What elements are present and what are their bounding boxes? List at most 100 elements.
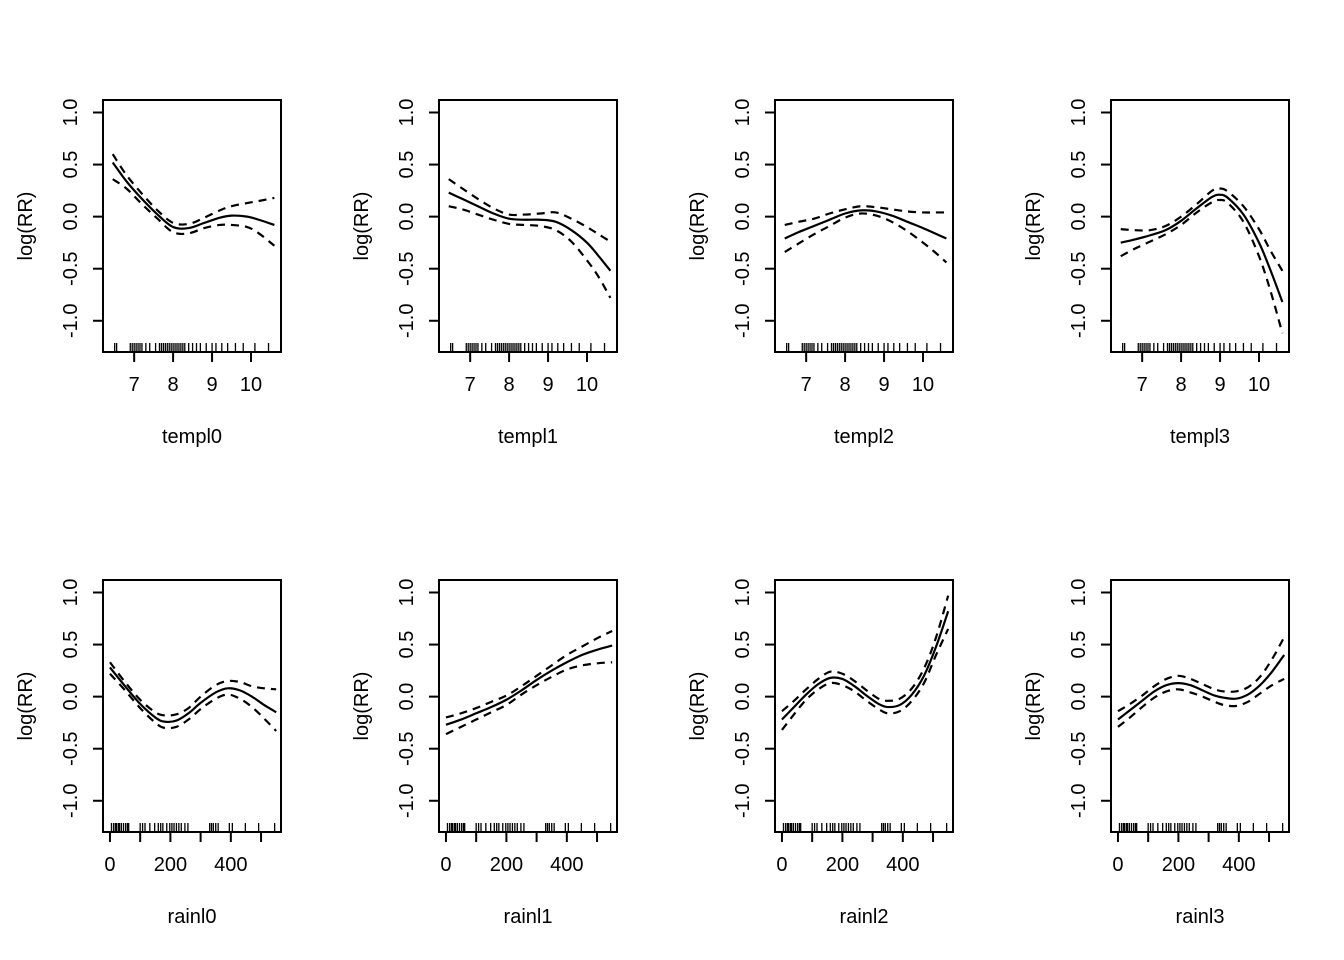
y-axis: -1.0 -0.5 0.0 0.5 1.0 [1068,579,1111,818]
x-tick-label: 7 [129,374,140,396]
y-axis: -1.0 -0.5 0.0 0.5 1.0 [396,579,439,818]
series-lower_ci-line [784,212,948,264]
x-tick-label: 400 [1222,854,1255,876]
y-axis: -1.0 -0.5 0.0 0.5 1.0 [1068,99,1111,338]
series-lower_ci-line [112,178,276,247]
y-tick-label: 0.0 [60,683,82,711]
y-tick-label: 1.0 [1068,99,1090,127]
series-upper_ci-line [448,178,611,243]
series-fit-line [109,666,277,723]
series-lower_ci-line [109,672,277,732]
x-axis: 0 200 400 [440,832,599,876]
y-axis: -1.0 -0.5 0.0 0.5 1.0 [732,99,775,338]
y-tick-label: 0.0 [1068,683,1090,711]
rug-ticks [450,343,606,351]
x-tick-label: 0 [104,854,115,876]
plot-box [438,579,618,833]
y-tick-label: -0.5 [396,251,418,285]
panel-rainl2: 0 200 400 -1.0 -0.5 0.0 0.5 1.0 rainl2 log(RR) [687,579,954,928]
y-tick-label: 1.0 [60,99,82,127]
y-axis-title: log(RR) [1023,672,1045,741]
panel-templ2: 7 8 9 10 -1.0 -0.5 0.0 0.5 1.0 templ2 log(RR) [687,99,954,448]
y-axis: -1.0 -0.5 0.0 0.5 1.0 [60,99,103,338]
x-axis: 0 200 400 [1112,832,1271,876]
y-axis-title: log(RR) [15,672,37,741]
series-lower_ci-line [448,205,612,299]
plot-box [1110,579,1290,833]
x-axis-title: rainl1 [504,906,553,928]
y-tick-label: 0.0 [396,203,418,231]
panel-rainl1: 0 200 400 -1.0 -0.5 0.0 0.5 1.0 rainl1 log(RR) [351,579,618,928]
y-tick-label: 0.5 [732,151,754,179]
y-tick-label: -0.5 [1068,251,1090,285]
series-fit-line [445,644,613,726]
plot-box [1110,99,1290,353]
plot-box [102,99,282,353]
x-tick-label: 0 [440,854,451,876]
series-fit-line [448,191,612,272]
plot-box [102,579,282,833]
x-axis-title: rainl0 [168,906,217,928]
rug-ticks [446,823,612,831]
x-tick-label: 7 [801,374,812,396]
x-axis-title: templ3 [1170,426,1230,448]
x-axis: 0 200 400 [776,832,935,876]
series-fit-line [1120,193,1284,303]
x-tick-label: 200 [154,854,187,876]
x-tick-label: 9 [878,374,889,396]
y-tick-label: -0.5 [732,731,754,765]
x-tick-label: 7 [1137,374,1148,396]
y-axis-title: log(RR) [687,672,709,741]
x-axis: 7 8 9 10 [1137,352,1270,396]
series-upper_ci-line [784,205,947,227]
series-lower_ci-line [1117,677,1285,728]
series-fit-line [1117,654,1286,721]
y-axis-title: log(RR) [351,672,373,741]
y-tick-label: 1.0 [396,579,418,607]
y-tick-label: 0.5 [396,631,418,659]
x-axis-title: templ2 [834,426,894,448]
panel-rainl3: 0 200 400 -1.0 -0.5 0.0 0.5 1.0 rainl3 log(RR) [1023,579,1290,928]
y-tick-label: -1.0 [396,784,418,818]
x-tick-label: 400 [886,854,919,876]
panel-rainl0: 0 200 400 -1.0 -0.5 0.0 0.5 1.0 rainl0 log(RR) [15,579,282,928]
x-axis: 7 8 9 10 [465,352,598,396]
x-tick-label: 400 [550,854,583,876]
x-axis-title: templ0 [162,426,222,448]
x-tick-label: 9 [206,374,217,396]
y-tick-label: 0.5 [60,631,82,659]
x-tick-label: 10 [912,374,934,396]
series-lower_ci-line [781,628,950,731]
rug-ticks [782,823,948,831]
series-fit-line [784,209,947,240]
series-upper_ci-line [781,595,950,713]
series-upper_ci-line [111,153,275,226]
y-tick-label: -1.0 [732,784,754,818]
series-lower_ci-line [1120,198,1284,334]
series-fit-line [111,161,275,230]
x-axis-title: rainl2 [840,906,889,928]
x-tick-label: 9 [1214,374,1225,396]
y-tick-label: 0.0 [396,683,418,711]
y-tick-label: 0.0 [732,203,754,231]
x-tick-label: 10 [240,374,262,396]
y-tick-label: -1.0 [1068,304,1090,338]
x-tick-label: 8 [504,374,515,396]
rug-ticks [110,823,276,831]
y-tick-label: -1.0 [732,304,754,338]
y-tick-label: -1.0 [396,304,418,338]
rug-ticks [786,343,942,351]
y-tick-label: 0.5 [732,631,754,659]
x-tick-label: 7 [465,374,476,396]
x-axis-title: rainl3 [1176,906,1225,928]
panel-templ0: 7 8 9 10 -1.0 -0.5 0.0 0.5 1.0 templ0 log(RR) [15,99,282,448]
x-tick-label: 10 [576,374,598,396]
y-tick-label: 0.5 [1068,151,1090,179]
y-tick-label: 0.0 [60,203,82,231]
y-tick-label: 0.0 [732,683,754,711]
y-tick-label: -0.5 [60,731,82,765]
y-tick-label: 1.0 [732,579,754,607]
rug-ticks [114,343,270,351]
y-tick-label: 0.5 [60,151,82,179]
y-axis-title: log(RR) [687,192,709,261]
